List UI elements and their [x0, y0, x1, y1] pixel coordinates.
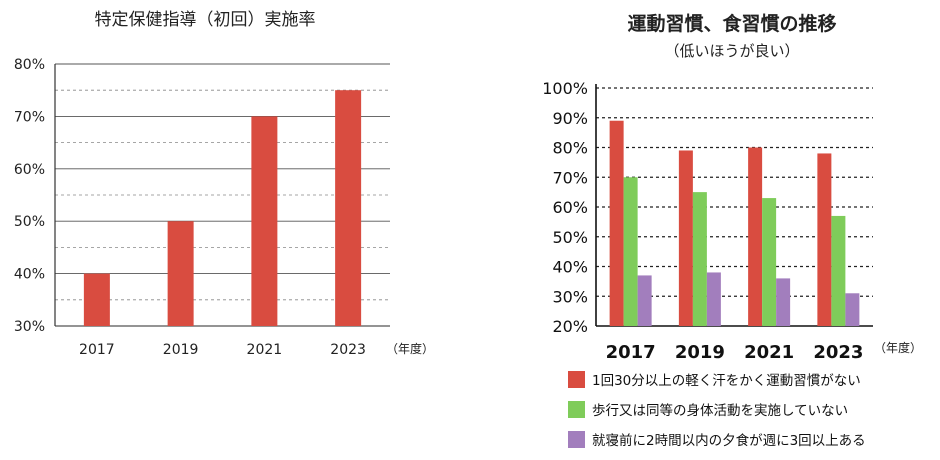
left-y-tick-label: 40% [14, 267, 45, 283]
left-bar [167, 221, 194, 326]
left-y-tick-label: 30% [14, 319, 45, 335]
left-y-tick-label: 50% [14, 214, 45, 230]
right-bar [748, 147, 763, 326]
right-bar [845, 293, 860, 326]
right-bars [609, 120, 860, 326]
right-y-tick-label: 60% [552, 198, 588, 217]
left-y-ticks: 30% 40% 50% 60% 70% 80% [14, 57, 45, 335]
left-y-tick-label: 60% [14, 162, 45, 178]
right-chart-title: 運動習慣、食習慣の推移 [627, 12, 836, 35]
right-x-unit: （年度） [874, 340, 922, 355]
left-x-tick-label: 2019 [163, 342, 199, 358]
right-y-tick-label: 100% [542, 79, 588, 98]
left-bars [83, 90, 362, 327]
left-bar [335, 90, 362, 326]
legend-label: 就寝前に2時間以内の夕食が週に3回以上ある [592, 432, 866, 449]
right-bar [776, 278, 791, 326]
chart-implementation-rate: 特定保健指導（初回）実施率 30%40%50%60%70%80% 2017 201… [14, 10, 434, 358]
right-legend: 1回30分以上の軽く汗をかく運動習慣がない歩行又は同等の身体活動を実施していない… [568, 371, 866, 449]
right-bar [609, 120, 624, 326]
legend-label: 1回30分以上の軽く汗をかく運動習慣がない [592, 373, 861, 389]
right-bar [817, 153, 832, 326]
legend-swatch [568, 371, 585, 388]
right-y-tick-label: 20% [552, 317, 588, 336]
legend-swatch [568, 431, 585, 448]
right-y-tick-label: 30% [552, 287, 588, 306]
right-bar [678, 150, 693, 326]
left-x-tick-label: 2021 [247, 342, 283, 358]
right-y-tick-label: 80% [552, 139, 588, 158]
right-y-tick-label: 70% [552, 168, 588, 187]
right-y-ticks: 20% 30% 40% 50% 60% 70% 80% 90% 100% [542, 79, 588, 336]
left-x-tick-label: 2017 [79, 342, 115, 358]
right-x-tick-label: 2021 [744, 342, 794, 363]
right-bar [692, 192, 707, 326]
right-y-tick-label: 40% [552, 258, 588, 277]
chart-lifestyle-habits: 運動習慣、食習慣の推移 （低いほうが良い） 20% 30% 40% 50% 60% 70%… [542, 12, 922, 449]
left-bar [83, 273, 110, 326]
right-x-tick-label: 2017 [606, 342, 656, 363]
legend-label: 歩行又は同等の身体活動を実施していない [592, 402, 848, 419]
right-x-tick-label: 2019 [675, 342, 725, 363]
right-y-tick-label: 50% [552, 228, 588, 247]
left-x-unit: （年度） [386, 341, 434, 356]
left-x-ticks: 2017 2019 2021 2023 [79, 342, 366, 358]
right-y-tick-label: 90% [552, 109, 588, 128]
right-bar [623, 177, 638, 326]
left-y-tick-label: 70% [14, 109, 45, 125]
left-bar [251, 116, 278, 327]
left-y-tick-label: 80% [14, 57, 45, 73]
right-bar [831, 215, 846, 326]
right-x-tick-label: 2023 [813, 342, 863, 363]
right-chart-subtitle: （低いほうが良い） [664, 42, 799, 60]
right-bar [762, 198, 777, 326]
right-bar [637, 275, 652, 326]
left-grid [54, 63, 390, 327]
left-x-tick-label: 2023 [330, 342, 366, 358]
left-chart-title: 特定保健指導（初回）実施率 [95, 10, 316, 30]
legend-swatch [568, 401, 585, 418]
right-bar [706, 272, 721, 326]
right-x-ticks: 2017 2019 2021 2023 [606, 342, 864, 363]
